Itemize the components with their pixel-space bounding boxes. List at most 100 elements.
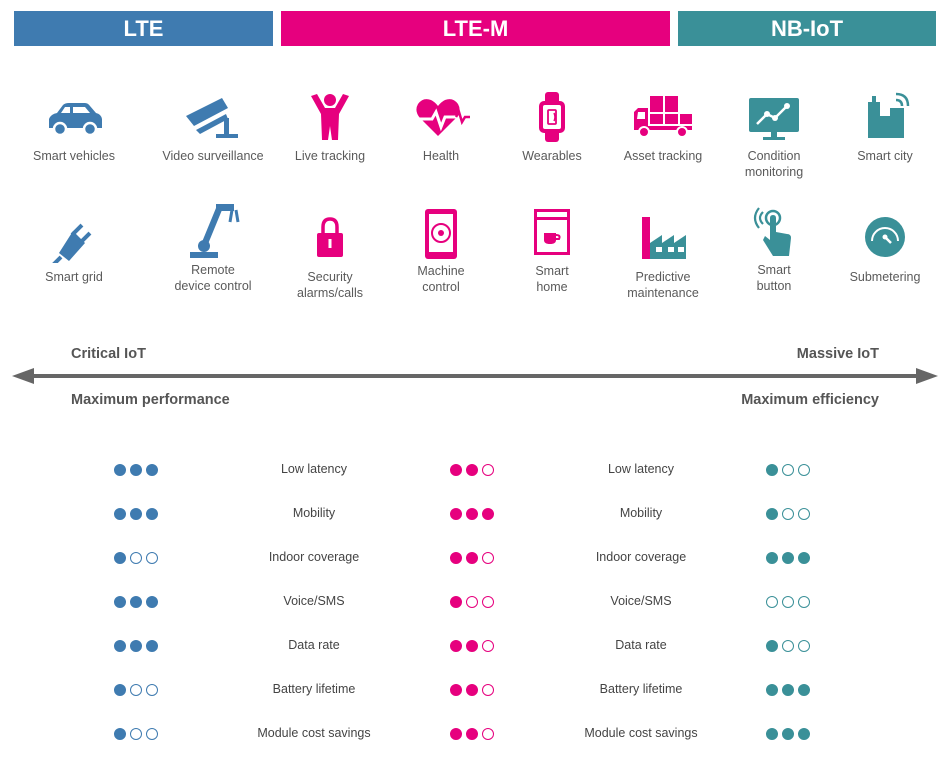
lte-rating (114, 596, 158, 608)
filled-dot (146, 596, 158, 608)
empty-dot (130, 552, 142, 564)
filled-dot (466, 728, 478, 740)
nbiot-rating (766, 596, 810, 608)
use-case-label: Wearables (522, 149, 582, 163)
filled-dot (466, 464, 478, 476)
filled-dot (766, 684, 778, 696)
ltem-rating (450, 508, 494, 520)
empty-dot (782, 508, 794, 520)
heart-icon (416, 99, 470, 136)
filled-dot (114, 596, 126, 608)
feature-label: Data rate (288, 638, 340, 652)
use-case-smart-button: Smart button (714, 200, 834, 294)
use-case-label: Machine control (417, 264, 465, 294)
filled-dot (146, 508, 158, 520)
empty-dot (482, 552, 494, 564)
filled-dot (466, 552, 478, 564)
use-case-label: Smart button (756, 263, 792, 293)
watch-icon (539, 92, 565, 142)
filled-dot (766, 552, 778, 564)
plug-icon (52, 223, 92, 263)
lte-rating (114, 640, 158, 652)
filled-dot (766, 728, 778, 740)
filled-dot (130, 640, 142, 652)
nbiot-rating (766, 464, 810, 476)
filled-dot (146, 464, 158, 476)
filled-dot (466, 640, 478, 652)
feature-label: Mobility (292, 506, 336, 520)
empty-dot (782, 464, 794, 476)
feature-label: Indoor coverage (268, 550, 360, 564)
filled-dot (130, 508, 142, 520)
empty-dot (130, 728, 142, 740)
filled-dot (114, 552, 126, 564)
filled-dot (450, 596, 462, 608)
feature-label: Indoor coverage (595, 550, 687, 564)
factory-icon (642, 217, 686, 259)
empty-dot (466, 596, 478, 608)
use-case-smart-vehicles: Smart vehicles (14, 92, 134, 164)
nbiot-rating (766, 728, 810, 740)
lte-rating (114, 508, 158, 520)
filled-dot (466, 508, 478, 520)
filled-dot (130, 596, 142, 608)
filled-dot (766, 640, 778, 652)
filled-dot (450, 640, 462, 652)
lte-band-label: LTE (123, 15, 164, 41)
empty-dot (798, 596, 810, 608)
empty-dot (482, 728, 494, 740)
nbiot-band-label: NB-IoT (770, 15, 844, 41)
filled-dot (798, 684, 810, 696)
empty-dot (782, 596, 794, 608)
ltem-band-label: LTE-M (442, 15, 509, 41)
ltem-rating (450, 640, 494, 652)
truck-icon (634, 96, 692, 138)
lte-rating (114, 464, 158, 476)
filled-dot (146, 640, 158, 652)
feature-label: Mobility (619, 506, 663, 520)
use-case-machine-control: Machine control (381, 207, 501, 295)
empty-dot (766, 596, 778, 608)
use-case-smart-grid: Smart grid (14, 213, 134, 285)
use-case-label: Asset tracking (623, 149, 703, 163)
filled-dot (130, 464, 142, 476)
filled-dot (450, 464, 462, 476)
filled-dot (114, 464, 126, 476)
empty-dot (146, 728, 158, 740)
use-case-label: Smart vehicles (33, 149, 115, 163)
lte-rating (114, 684, 158, 696)
nbiot-band: NB-IoT (678, 11, 936, 46)
nbiot-rating (766, 508, 810, 520)
use-case-label: Smart city (857, 149, 913, 163)
empty-dot (482, 640, 494, 652)
nbiot-rating (766, 552, 810, 564)
feature-label: Data rate (615, 638, 667, 652)
ltem-rating (450, 464, 494, 476)
lock-icon (317, 217, 343, 257)
use-case-health: Health (381, 92, 501, 164)
filled-dot (782, 684, 794, 696)
ltem-rating (450, 728, 494, 740)
use-case-condition-monitoring: Condition monitoring (714, 92, 834, 180)
car-icon (49, 103, 102, 137)
feature-label: Low latency (607, 462, 674, 476)
use-case-label: Predictive maintenance (627, 270, 699, 300)
massive-iot-label: Massive IoT (796, 346, 879, 362)
use-case-label: Condition monitoring (744, 149, 804, 179)
filled-dot (798, 552, 810, 564)
use-case-video-surveillance: Video surveillance (153, 92, 273, 164)
feature-label: Battery lifetime (272, 682, 356, 696)
filled-dot (114, 728, 126, 740)
nbiot-rating (766, 684, 810, 696)
ltem-rating (450, 596, 494, 608)
ltem-rating (450, 684, 494, 696)
filled-dot (782, 552, 794, 564)
filled-dot (782, 728, 794, 740)
filled-dot (466, 684, 478, 696)
use-case-label: Submetering (849, 270, 921, 284)
filled-dot (114, 508, 126, 520)
use-case-label: Remote device control (174, 263, 252, 293)
city-icon (868, 92, 910, 138)
use-case-predictive-maintenance: Predictive maintenance (603, 213, 723, 301)
empty-dot (482, 684, 494, 696)
